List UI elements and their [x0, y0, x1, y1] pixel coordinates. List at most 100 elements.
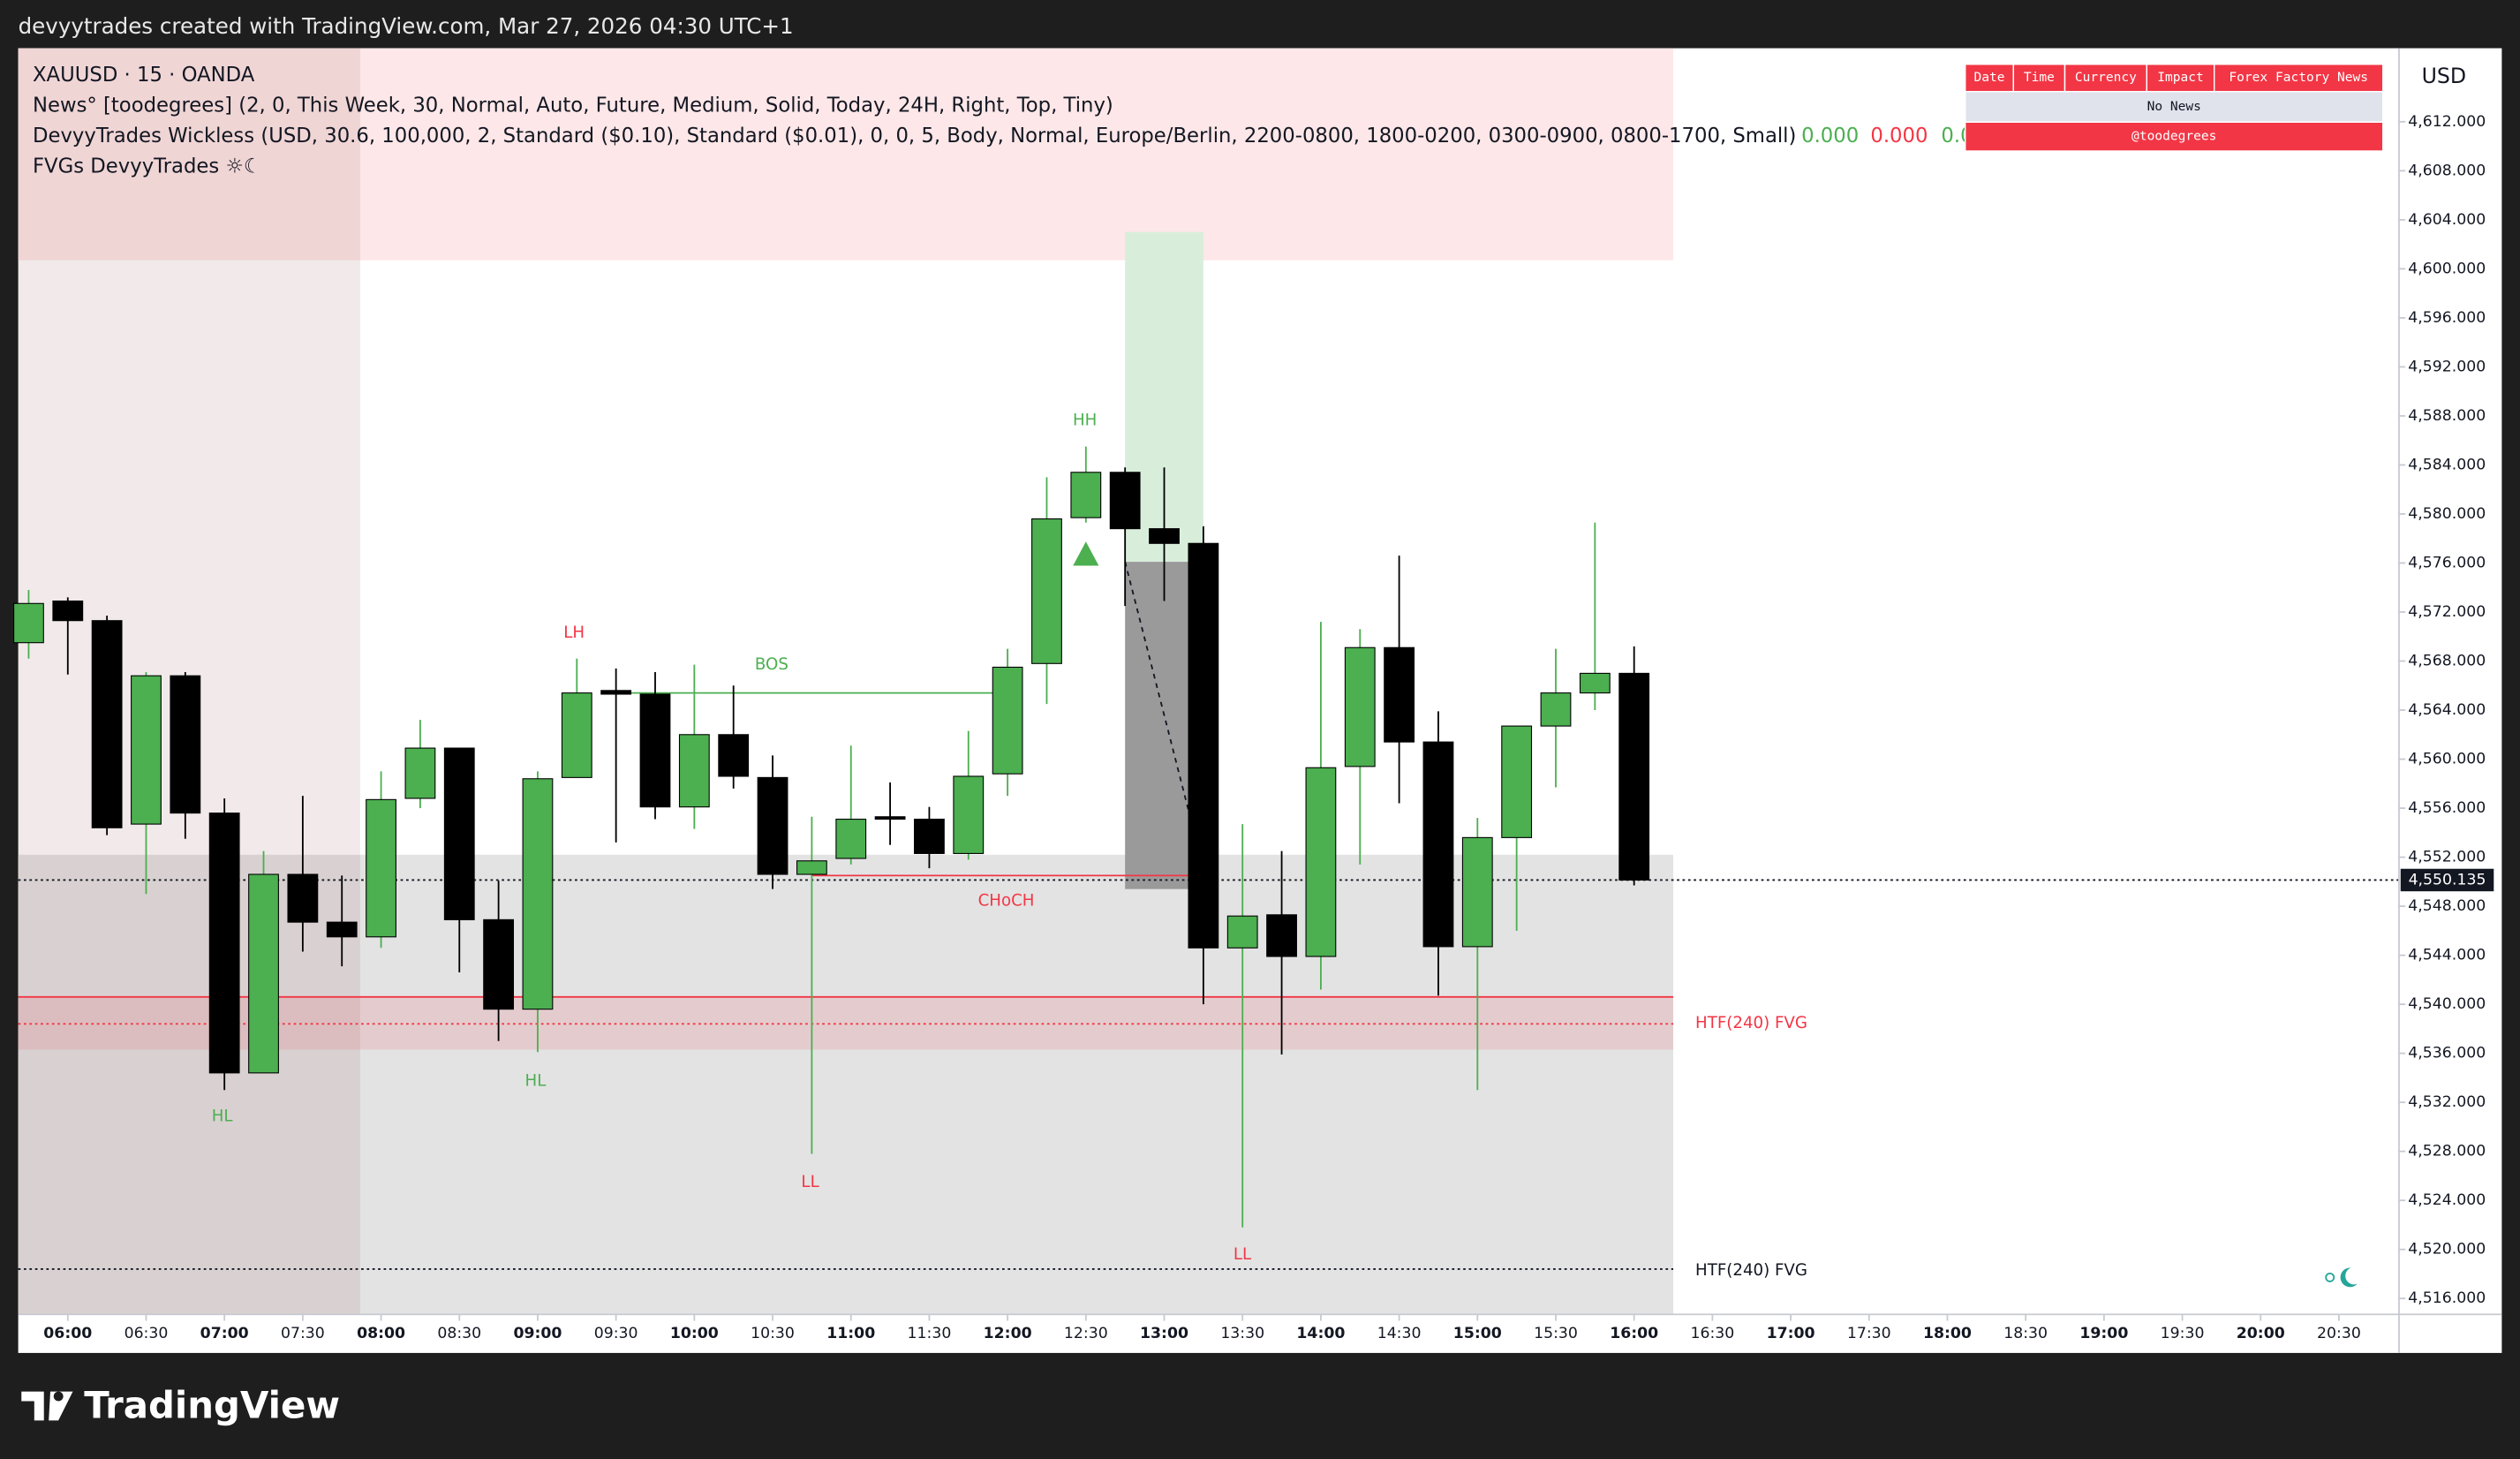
y-tick-label: 4,564.000 [2408, 701, 2486, 719]
candle-body [366, 798, 396, 938]
indicator-legend: News° [toodegrees] (2, 0, This Week, 30,… [33, 94, 1113, 117]
x-tick-label: 19:30 [2161, 1325, 2205, 1342]
y-tick-label: 4,528.000 [2408, 1143, 2486, 1160]
x-tick-label: 08:00 [357, 1325, 405, 1342]
table-header-cell [2146, 64, 2215, 93]
annotation: BOS [755, 655, 788, 674]
table-header-cell [2012, 64, 2066, 93]
marks: HH LH BOS HL HL LL LL CHoCH HTF(240) FVG HTF(240)… [13, 412, 1807, 1280]
zone [1125, 562, 1194, 889]
candle-body [796, 860, 827, 875]
table-header-cell [2213, 64, 2384, 93]
x-tick-label: 13:00 [1140, 1325, 1188, 1342]
y-tick-label: 4,548.000 [2408, 897, 2486, 915]
y-tick-label: 4,596.000 [2408, 309, 2486, 327]
annotation: LL [801, 1173, 819, 1191]
candle-body [1226, 915, 1258, 949]
currency[interactable]: USD [2422, 64, 2467, 88]
x-tick-label: 09:00 [513, 1325, 562, 1342]
x-tick-label: 20:00 [2237, 1325, 2285, 1342]
brand: TradingView [84, 1383, 340, 1426]
last-price-box [2400, 868, 2494, 892]
candle-body [1344, 646, 1376, 767]
table-cell: @toodegrees [2131, 129, 2216, 144]
candle-body [522, 778, 554, 1010]
table-header: Time [2024, 70, 2055, 85]
annotation: HL [212, 1107, 234, 1125]
x-tick-label: 18:30 [2003, 1325, 2048, 1342]
candle-body [953, 775, 985, 854]
candle-body [639, 693, 671, 808]
x-tick-label: 07:30 [281, 1325, 325, 1342]
x-tick-label: 15:30 [1534, 1325, 1578, 1342]
x-tick-label: 10:30 [751, 1325, 795, 1342]
candle-body [1579, 672, 1611, 694]
y-tick-label: 4,520.000 [2408, 1241, 2486, 1259]
x-tick-label: 06:30 [124, 1325, 169, 1342]
annotation: HH [1073, 412, 1097, 430]
x-tick-label: 15:00 [1453, 1325, 1502, 1342]
candle-body [1540, 692, 1572, 727]
candle-body [287, 873, 319, 923]
indicator-value: 0.000 [1870, 125, 1928, 147]
table-cell: No News [2147, 99, 2201, 114]
y-tick-label: 4,576.000 [2408, 554, 2486, 571]
candle-body [443, 747, 475, 920]
x-tick-label: 14:00 [1296, 1325, 1345, 1342]
indicator-legend: FVGs DevyyTrades ☼☾ [33, 155, 261, 178]
candle-body [1188, 542, 1219, 949]
candle-body [1149, 528, 1180, 544]
annotation: LH [563, 624, 585, 642]
table-row [1964, 121, 2384, 152]
x-tick-label: 06:00 [43, 1325, 92, 1342]
x-tick-label: 12:00 [984, 1325, 1032, 1342]
candle-body [326, 921, 358, 938]
x-tick-label: 09:30 [594, 1325, 638, 1342]
x-tick-label: 13:30 [1220, 1325, 1264, 1342]
candle-body [131, 675, 162, 825]
y-tick-label: 4,516.000 [2408, 1289, 2486, 1307]
x-tick-label: 20:30 [2317, 1325, 2361, 1342]
y-tick-label: 4,584.000 [2408, 456, 2486, 473]
zone [18, 854, 1674, 1315]
axes: 4,516.000 4,520.000 4,524.000 4,528.000 4,53… [18, 48, 2502, 1353]
y-tick-label: 4,580.000 [2408, 505, 2486, 523]
y-tick-label: 4,600.000 [2408, 260, 2486, 277]
candle-body [248, 873, 279, 1074]
y-tick-label: 4,568.000 [2408, 653, 2486, 670]
candle-body [561, 692, 592, 778]
x-tick-label: 16:30 [1691, 1325, 1735, 1342]
candle-body [404, 747, 436, 799]
y-tick-label: 4,532.000 [2408, 1093, 2486, 1111]
x-tick-label: 16:00 [1610, 1325, 1658, 1342]
annotation: LL [1234, 1245, 1252, 1264]
y-tick-label: 4,540.000 [2408, 995, 2486, 1013]
candle-body [914, 819, 945, 854]
table-header: Forex Factory News [2229, 70, 2368, 85]
annotation: CHoCH [978, 892, 1035, 911]
chart-title: XAUUSD · 15 · OANDA [33, 64, 255, 87]
indicator-value: 0.000 [1801, 125, 1859, 147]
y-tick-label: 4,608.000 [2408, 162, 2486, 179]
x-tick-label: 07:00 [200, 1325, 249, 1342]
last-price-label: 4,550.135 [2409, 871, 2486, 888]
x-tick-label: 17:00 [1767, 1325, 1815, 1342]
y-tick-label: 4,560.000 [2408, 751, 2486, 768]
candle-body [757, 776, 788, 875]
trend-line [1124, 561, 1194, 828]
candle-body [1031, 518, 1062, 664]
candle-body [1109, 472, 1141, 530]
candle-body [678, 734, 710, 808]
x-tick-label: 11:00 [826, 1325, 875, 1342]
x-tick-label: 19:00 [2079, 1325, 2128, 1342]
candle-body [91, 620, 123, 828]
x-tick-label: 08:30 [437, 1325, 481, 1342]
y-tick-label: 4,588.000 [2408, 407, 2486, 425]
candle-body [1384, 646, 1415, 743]
indicator-legend: DevyyTrades Wickless (USD, 30.6, 100,000… [33, 125, 1796, 147]
y-tick-label: 4,572.000 [2408, 603, 2486, 621]
candle-body [718, 734, 750, 777]
annotation: HTF(240) FVG [1695, 1014, 1807, 1032]
news-table: Date Time Currency Impact Forex Factory News… [1964, 64, 2384, 152]
